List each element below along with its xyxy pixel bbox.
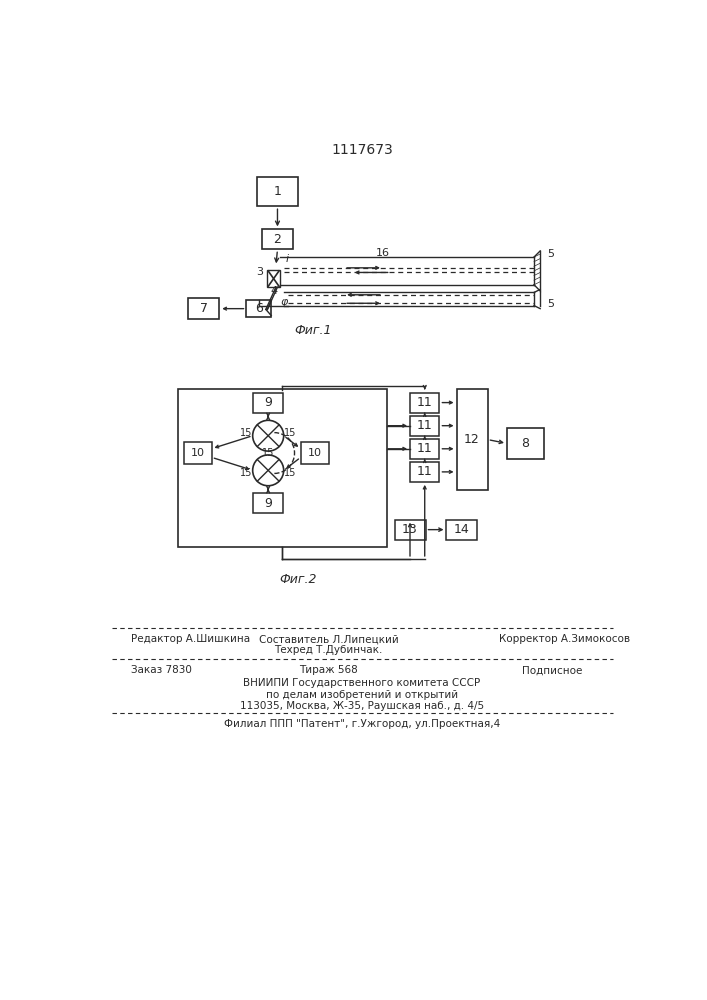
Text: 5: 5 bbox=[547, 249, 554, 259]
Text: 15: 15 bbox=[240, 428, 252, 438]
Bar bbox=[457, 389, 488, 490]
Text: 11: 11 bbox=[417, 396, 433, 409]
Bar bbox=[184, 442, 211, 464]
Bar bbox=[253, 493, 283, 513]
Text: φ: φ bbox=[280, 297, 287, 307]
Text: 5: 5 bbox=[547, 299, 554, 309]
Text: Фиг.1: Фиг.1 bbox=[294, 324, 332, 337]
Bar bbox=[410, 393, 440, 413]
Text: 4: 4 bbox=[270, 286, 277, 296]
Text: 2: 2 bbox=[274, 233, 281, 246]
Text: Техред Т.Дубинчак.: Техред Т.Дубинчак. bbox=[274, 645, 382, 655]
Bar bbox=[410, 462, 440, 482]
Bar bbox=[395, 520, 426, 540]
Text: Редактор А.Шишкина: Редактор А.Шишкина bbox=[131, 634, 250, 644]
Text: Филиал ППП "Патент", г.Ужгород, ул.Проектная,4: Филиал ППП "Патент", г.Ужгород, ул.Проек… bbox=[224, 719, 500, 729]
Text: 10: 10 bbox=[308, 448, 322, 458]
Bar bbox=[262, 229, 293, 249]
Text: 13: 13 bbox=[402, 523, 418, 536]
Bar bbox=[177, 389, 387, 547]
Text: 9: 9 bbox=[264, 497, 272, 510]
Text: Заказ 7830: Заказ 7830 bbox=[131, 665, 192, 675]
Text: 6: 6 bbox=[255, 302, 263, 315]
Bar bbox=[257, 177, 298, 206]
Text: 1117673: 1117673 bbox=[331, 143, 393, 157]
Text: 1: 1 bbox=[274, 185, 281, 198]
Text: Тираж 568: Тираж 568 bbox=[299, 665, 358, 675]
Text: Фиг.2: Фиг.2 bbox=[279, 573, 316, 586]
Bar bbox=[267, 270, 280, 287]
Text: 16: 16 bbox=[376, 248, 390, 258]
Text: 11: 11 bbox=[417, 442, 433, 455]
Bar bbox=[410, 439, 440, 459]
Bar bbox=[507, 428, 544, 459]
Text: Корректор А.Зимокосов: Корректор А.Зимокосов bbox=[499, 634, 630, 644]
Text: 11: 11 bbox=[417, 465, 433, 478]
Text: 113035, Москва, Ж-35, Раушская наб., д. 4/5: 113035, Москва, Ж-35, Раушская наб., д. … bbox=[240, 701, 484, 711]
Text: 15: 15 bbox=[284, 428, 296, 438]
Text: 9: 9 bbox=[264, 396, 272, 409]
Text: i: i bbox=[285, 254, 288, 264]
Bar bbox=[300, 442, 329, 464]
Bar bbox=[188, 298, 219, 319]
Text: Составитель Л.Липецкий: Составитель Л.Липецкий bbox=[259, 634, 399, 644]
Text: по делам изобретений и открытий: по делам изобретений и открытий bbox=[266, 690, 458, 700]
Text: 8: 8 bbox=[522, 437, 530, 450]
Bar bbox=[247, 300, 271, 317]
Text: 14: 14 bbox=[454, 523, 469, 536]
Bar bbox=[410, 416, 440, 436]
Text: 15: 15 bbox=[240, 468, 252, 478]
Text: 15: 15 bbox=[262, 448, 274, 458]
Text: Подписное: Подписное bbox=[522, 665, 583, 675]
Text: 10: 10 bbox=[191, 448, 204, 458]
Text: 15: 15 bbox=[284, 468, 296, 478]
Text: 12: 12 bbox=[464, 433, 480, 446]
Text: 7: 7 bbox=[200, 302, 208, 315]
Bar bbox=[253, 393, 283, 413]
Text: ВНИИПИ Государственного комитета СССР: ВНИИПИ Государственного комитета СССР bbox=[243, 678, 481, 688]
Text: 11: 11 bbox=[417, 419, 433, 432]
Text: 3: 3 bbox=[257, 267, 264, 277]
Bar bbox=[446, 520, 477, 540]
